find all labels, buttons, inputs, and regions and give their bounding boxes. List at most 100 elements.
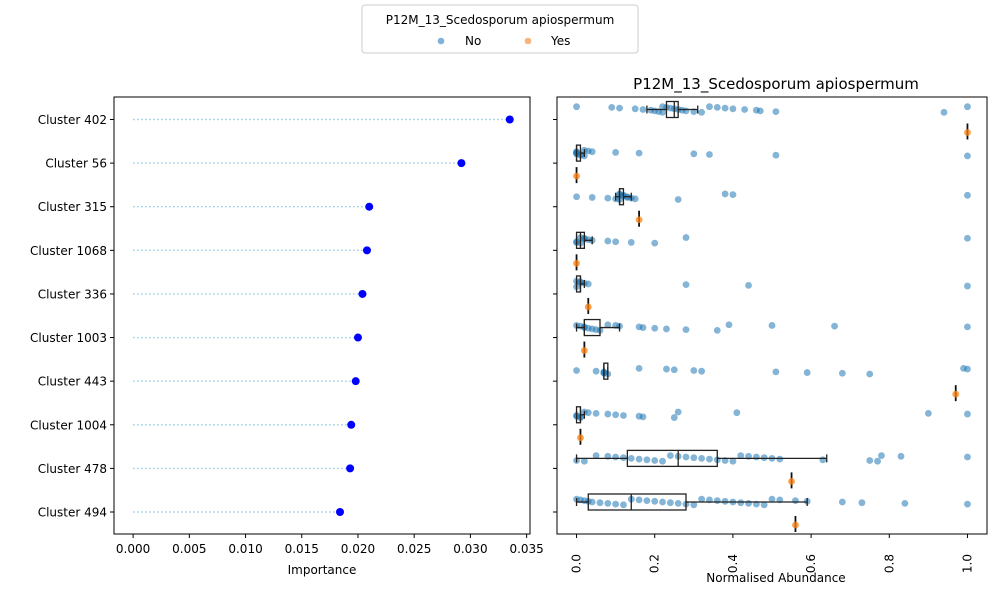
strip-point-no [690, 501, 698, 509]
legend-label-yes: Yes [550, 34, 570, 48]
legend: P12M_13_Scedosporum apiospermum No Yes [361, 4, 639, 54]
strip-point-no [760, 501, 768, 509]
x-tick-label: 0.0 [570, 554, 584, 573]
lollipop-point [505, 115, 514, 124]
strip-point-yes [952, 390, 960, 398]
strip-point-no [831, 322, 838, 330]
strip-point-no [737, 499, 745, 507]
strip-point-no [706, 103, 713, 111]
lollipop-point [358, 289, 367, 298]
y-tick-label: Cluster 402 [38, 113, 107, 127]
strip-point-no [592, 452, 600, 459]
legend-title: P12M_13_Scedosporum apiospermum [386, 13, 615, 27]
strip-point-no [772, 108, 780, 115]
y-tick-label: Cluster 1004 [30, 418, 107, 432]
strip-point-no [620, 454, 627, 462]
strip-point-no [682, 326, 690, 334]
strip-point-no [858, 499, 866, 507]
abundance-title: P12M_13_Scedosporum apiospermum [633, 75, 919, 94]
strip-point-no [752, 453, 760, 461]
lollipop-point [351, 377, 360, 386]
strip-point-no [721, 190, 729, 198]
importance-x-label: Importance [288, 563, 357, 577]
strip-point-no [651, 324, 659, 332]
strip-point-no [604, 194, 612, 202]
strip-point-no [737, 452, 745, 459]
strip-point-no [792, 497, 799, 504]
strip-point-no [588, 148, 596, 156]
strip-point-no [573, 367, 580, 374]
strip-point-no [674, 408, 682, 416]
strip-point-no [729, 191, 737, 199]
lollipop-point [365, 202, 374, 211]
abundance-y-ticks [553, 119, 557, 513]
strip-point-no [745, 500, 752, 507]
y-tick-label: Cluster 1068 [30, 244, 107, 258]
strip-point-no [643, 456, 651, 464]
importance-panel: Cluster 402 Cluster 56 Cluster 315 Cluster … [30, 96, 544, 577]
strip-point-no [745, 281, 752, 289]
strip-point-no [612, 238, 620, 246]
strip-point-no [573, 103, 580, 111]
strip-point-no [670, 414, 678, 421]
lollipop-point [362, 246, 371, 255]
strip-point-yes [792, 521, 799, 529]
strip-point-no [635, 496, 643, 504]
strip-point-no [635, 455, 643, 463]
strip-point-no [874, 457, 881, 465]
lollipop-point [353, 333, 362, 342]
strip-point-no [584, 409, 592, 417]
y-tick-label: Cluster 478 [38, 462, 107, 476]
strip-point-yes [584, 303, 592, 311]
strip-point-no [698, 367, 706, 375]
strip-point-no [776, 455, 784, 463]
strip-point-yes [964, 129, 971, 136]
strip-point-no [698, 108, 706, 116]
strip-point-no [838, 498, 846, 506]
box-iqr [626, 449, 718, 468]
importance-marks [133, 115, 514, 516]
strip-point-no [940, 108, 948, 116]
strip-point-no [588, 194, 596, 201]
strip-point-no [690, 367, 698, 374]
strip-point-no [772, 368, 780, 376]
strip-point-no [682, 107, 690, 115]
strip-point-no [682, 234, 690, 241]
x-tick-label: 0.2 [648, 554, 662, 573]
strip-point-no [674, 196, 682, 203]
strip-point-no [659, 498, 666, 506]
strip-point-no [866, 370, 874, 378]
strip-point-no [580, 457, 588, 465]
strip-point-no [698, 454, 706, 462]
x-tick-label: 0.8 [882, 554, 896, 573]
strip-point-no [674, 500, 682, 507]
abundance-axes-frame [556, 96, 988, 535]
strip-point-no [964, 500, 971, 508]
box-iqr [665, 100, 679, 119]
strip-point-no [639, 106, 647, 113]
strip-point-no [659, 108, 666, 116]
strip-point-yes [573, 172, 580, 180]
abundance-marks [573, 100, 971, 532]
abundance-x-label: Normalised Abundance [706, 571, 845, 585]
strip-point-no [964, 410, 971, 418]
strip-point-no [768, 322, 776, 329]
strip-point-no [584, 280, 592, 288]
strip-point-no [706, 151, 713, 158]
strip-point-no [663, 325, 670, 333]
strip-point-no [573, 193, 580, 201]
strip-point-no [620, 501, 627, 509]
strip-point-yes [580, 347, 588, 354]
strip-point-no [596, 499, 604, 507]
strip-point-no [682, 281, 690, 289]
importance-x-ticks: 0.000 0.005 0.010 0.015 0.020 0.025 0.030 0.035 [116, 534, 544, 556]
strip-point-no [612, 500, 620, 508]
strip-point-no [698, 495, 706, 503]
strip-point-no [768, 495, 776, 503]
strip-point-no [627, 239, 635, 246]
strip-point-no [635, 149, 643, 157]
strip-point-no [819, 456, 827, 464]
strip-point-no [964, 453, 971, 461]
strip-point-no [588, 498, 596, 506]
